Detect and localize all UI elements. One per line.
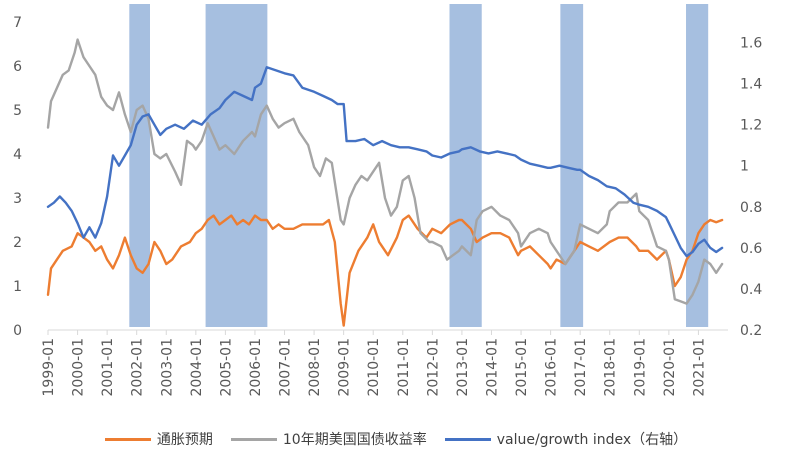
x-tick-label-21: 2020-01 xyxy=(662,338,678,397)
left-tick-label-6: 6 xyxy=(13,59,22,75)
series-lines xyxy=(46,38,724,327)
right-tick-label-3: 0.8 xyxy=(740,200,762,216)
legend-item-treasury: 10年期美国国债收益率 xyxy=(230,429,427,449)
legend-swatch-treasury xyxy=(230,437,277,441)
x-tick-label-7: 2006-01 xyxy=(248,338,264,397)
legend-label-treasury: 10年期美国国债收益率 xyxy=(282,432,427,448)
left-tick-label-2: 2 xyxy=(13,235,22,251)
x-tick-label-2: 2001-01 xyxy=(100,338,116,397)
right-tick-label-7: 1.6 xyxy=(740,36,762,52)
x-tick-label-10: 2009-01 xyxy=(337,338,353,397)
x-tick-label-20: 2019-01 xyxy=(632,338,648,397)
left-tick-label-5: 5 xyxy=(13,103,22,119)
legend-label-inflation: 通胀预期 xyxy=(156,432,213,448)
right-tick-label-2: 0.6 xyxy=(740,241,762,257)
x-tick-label-5: 2004-01 xyxy=(189,338,205,397)
x-tick-label-1: 2000-01 xyxy=(71,338,87,397)
shaded-period-4 xyxy=(686,4,709,327)
shaded-periods xyxy=(129,4,709,327)
axes xyxy=(47,329,728,335)
left-tick-label-0: 0 xyxy=(13,323,22,339)
legend: 通胀预期 10年期美国国债收益率 value/growth index（右轴） xyxy=(0,424,792,454)
x-axis-ticks: 1999-01 2000-01 2001-01 2002-01 2003-01 2004-… xyxy=(41,338,707,397)
legend-label-value-growth: value/growth index（右轴） xyxy=(496,432,688,448)
shaded-period-2 xyxy=(449,4,482,327)
x-tick-label-6: 2005-01 xyxy=(218,338,234,397)
x-tick-label-16: 2015-01 xyxy=(514,338,530,397)
shaded-period-1 xyxy=(205,4,268,327)
right-tick-label-1: 0.4 xyxy=(740,282,762,298)
left-tick-label-7: 7 xyxy=(13,15,22,31)
x-tick-label-9: 2008-01 xyxy=(307,338,323,397)
right-axis-ticks: 0.2 0.4 0.6 0.8 1 1.2 1.4 1.6 xyxy=(740,36,762,339)
x-tick-label-8: 2007-01 xyxy=(278,338,294,397)
right-tick-label-4: 1 xyxy=(740,159,749,175)
x-tick-label-22: 2021-01 xyxy=(691,338,707,397)
legend-swatch-inflation xyxy=(104,437,151,441)
x-tick-label-4: 2003-01 xyxy=(159,338,175,397)
x-tick-label-18: 2017-01 xyxy=(573,338,589,397)
left-tick-label-4: 4 xyxy=(13,147,22,163)
left-tick-label-3: 3 xyxy=(13,191,22,207)
right-tick-label-5: 1.2 xyxy=(740,118,762,134)
shaded-period-0 xyxy=(129,4,150,327)
series-line-value-growth-index xyxy=(46,65,724,258)
right-tick-label-0: 0.2 xyxy=(740,323,762,339)
x-tick-label-12: 2011-01 xyxy=(396,338,412,397)
x-tick-label-11: 2010-01 xyxy=(366,338,382,397)
series-line-inflation-expectation xyxy=(46,214,724,327)
legend-item-value-growth: value/growth index（右轴） xyxy=(444,429,688,449)
x-tick-label-17: 2016-01 xyxy=(544,338,560,397)
legend-swatch-value-growth xyxy=(444,437,491,441)
x-tick-label-14: 2013-01 xyxy=(455,338,471,397)
legend-item-inflation: 通胀预期 xyxy=(104,429,213,449)
x-tick-label-15: 2014-01 xyxy=(484,338,500,397)
x-tick-label-19: 2018-01 xyxy=(603,338,619,397)
right-tick-label-6: 1.4 xyxy=(740,77,762,93)
x-tick-label-13: 2012-01 xyxy=(425,338,441,397)
x-tick-label-3: 2002-01 xyxy=(130,338,146,397)
left-axis-ticks: 0 1 2 3 4 5 6 7 xyxy=(13,15,22,339)
x-tick-label-0: 1999-01 xyxy=(41,338,57,397)
left-tick-label-1: 1 xyxy=(13,279,22,295)
